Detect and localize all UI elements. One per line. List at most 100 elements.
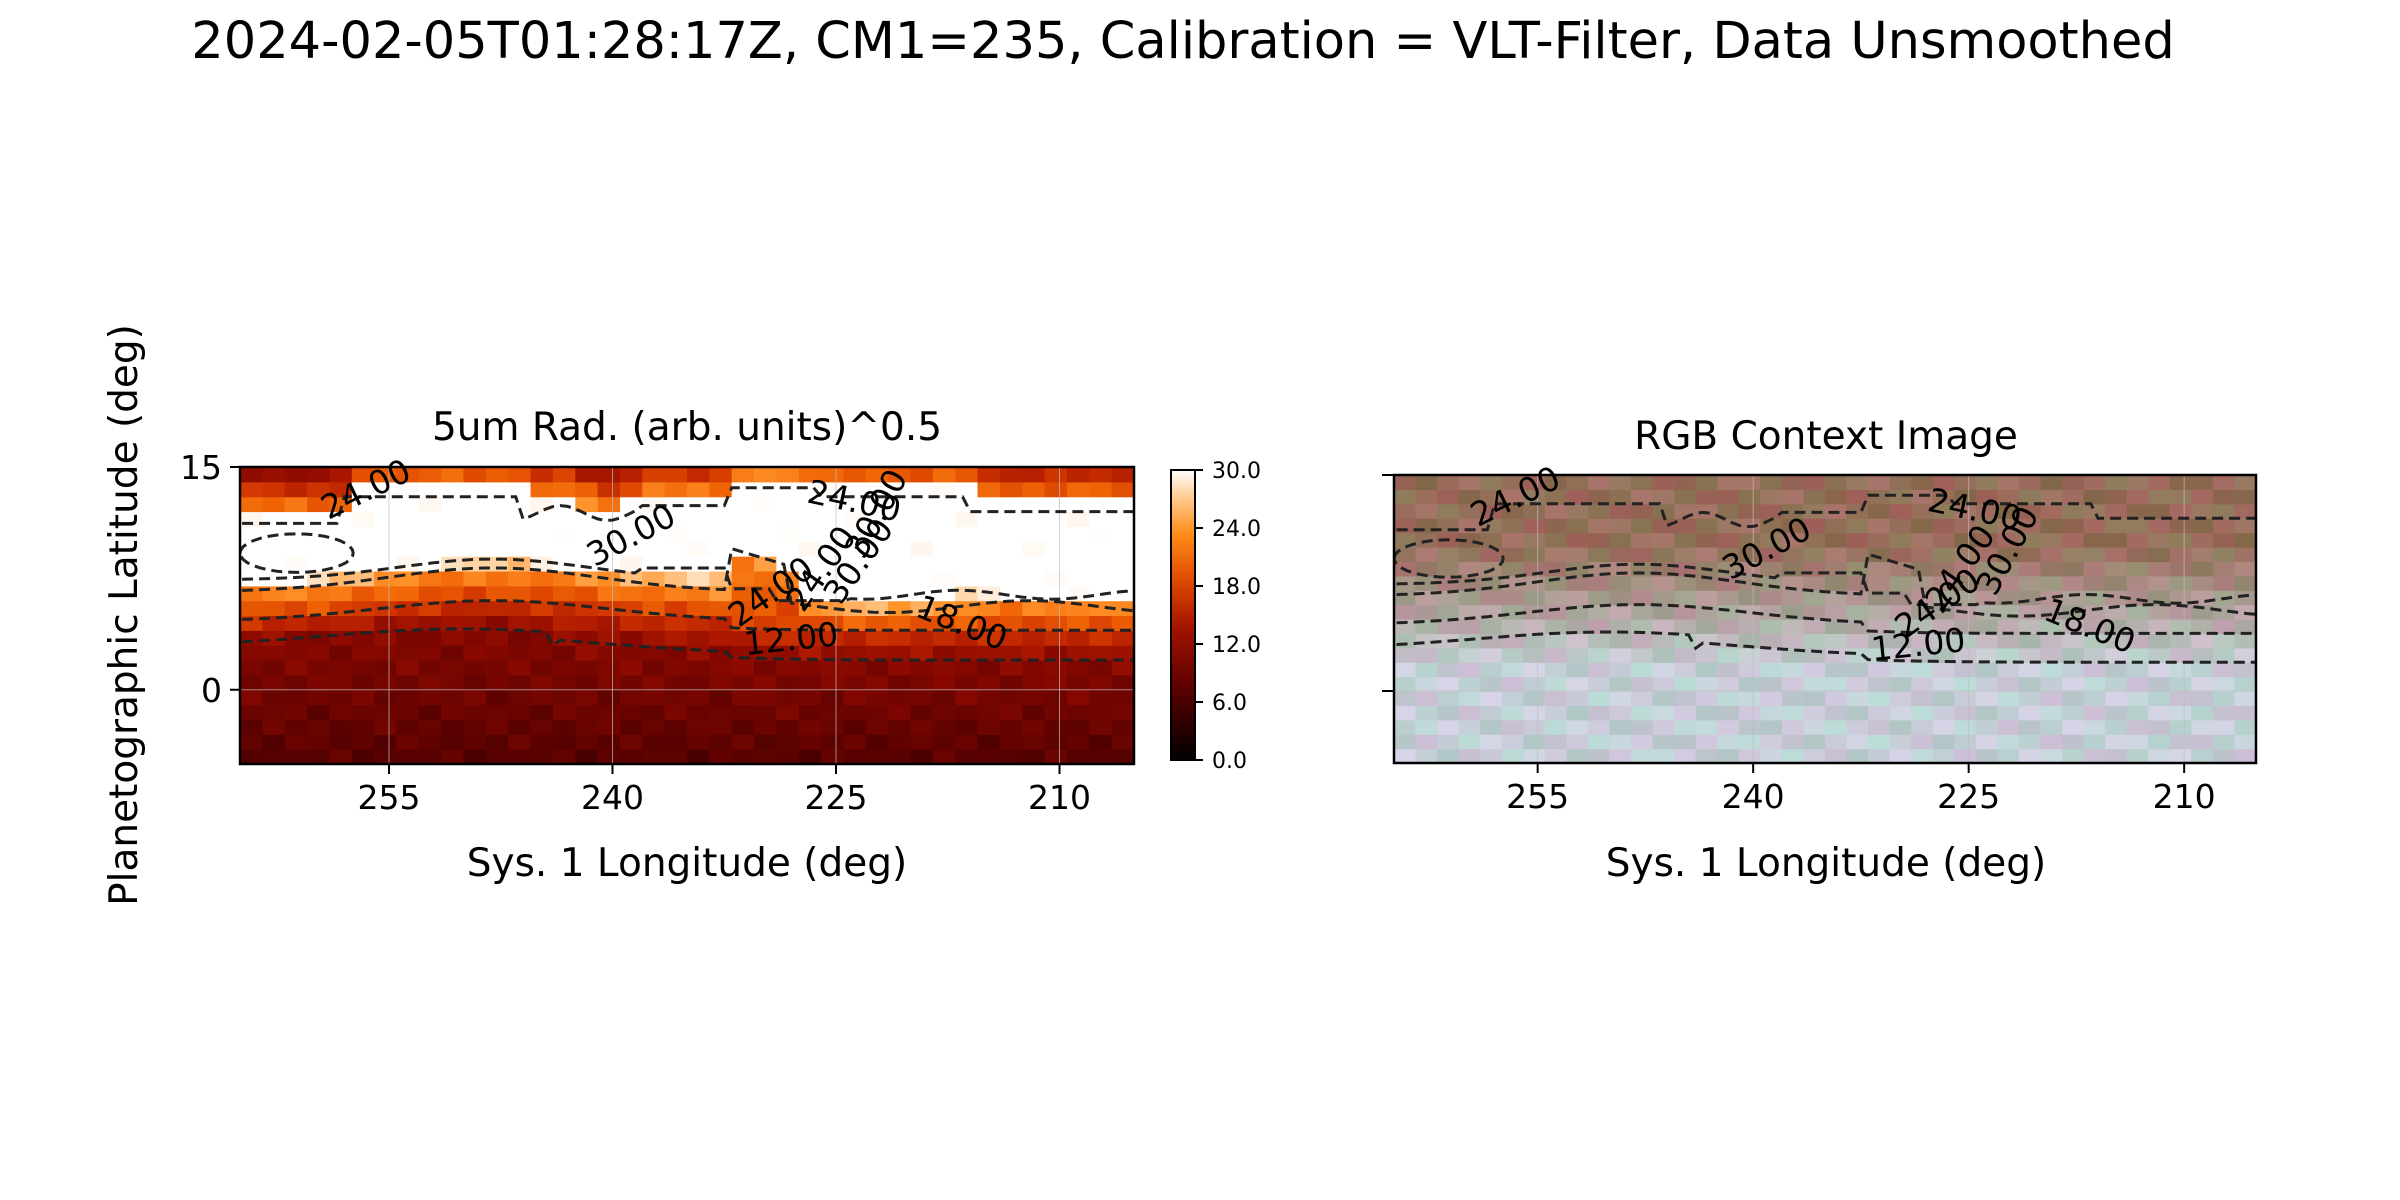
rgb-cell xyxy=(1566,719,1589,735)
radiance-cell xyxy=(687,541,710,557)
radiance-cell xyxy=(351,615,375,631)
rgb-cell xyxy=(1394,475,1417,490)
rgb-cell xyxy=(1501,691,1524,706)
radiance-cell xyxy=(485,541,509,557)
radiance-cell xyxy=(1111,541,1134,557)
rgb-cell xyxy=(2126,691,2149,706)
rgb-cell xyxy=(1803,705,1826,721)
radiance-cell xyxy=(955,511,979,527)
rgb-cell xyxy=(1846,475,1869,490)
rgb-cell xyxy=(1717,503,1740,519)
radiance-cell xyxy=(351,571,375,587)
rgb-cell xyxy=(1544,619,1567,634)
radiance-cell xyxy=(731,719,755,735)
radiance-cell xyxy=(888,511,912,527)
radiance-cell xyxy=(888,585,912,602)
radiance-cell xyxy=(932,719,956,735)
radiance-cell xyxy=(575,571,599,587)
rgb-cell xyxy=(1975,734,1998,750)
rgb-cell xyxy=(2018,475,2042,490)
radiance-cell xyxy=(687,615,710,631)
rgb-cell xyxy=(1717,647,1740,663)
radiance-cell xyxy=(1044,749,1068,764)
radiance-cell xyxy=(955,674,979,691)
rgb-cell xyxy=(1588,705,1611,721)
rgb-cell xyxy=(2169,662,2192,678)
radiance-cell xyxy=(441,704,465,720)
rgb-cell xyxy=(1975,647,1998,663)
rgb-cell xyxy=(2062,561,2085,577)
radiance-cell xyxy=(865,749,889,764)
rgb-cell xyxy=(1394,590,1417,606)
radiance-cell xyxy=(731,734,755,750)
radiance-cell xyxy=(776,645,800,661)
radiance-cell xyxy=(575,496,599,513)
radiance-cell xyxy=(597,615,621,631)
rgb-cell xyxy=(1954,748,1977,763)
rgb-cell xyxy=(2062,676,2085,692)
radiance-cell xyxy=(1022,481,1046,498)
radiance-cell xyxy=(955,734,979,750)
radiance-cell xyxy=(1111,734,1134,750)
rgb-cell xyxy=(1394,662,1417,678)
rgb-cell xyxy=(1437,647,1460,663)
rgb-cell xyxy=(1695,475,1718,490)
radiance-cell xyxy=(999,749,1023,764)
radiance-cell xyxy=(329,481,353,498)
contour-12 xyxy=(240,627,1134,662)
radiance-cell xyxy=(441,660,465,676)
radiance-cell xyxy=(262,571,286,587)
radiance-cell xyxy=(575,734,599,750)
radiance-cell xyxy=(1089,571,1113,587)
radiance-cell xyxy=(731,600,755,616)
rgb-cell xyxy=(1588,676,1611,692)
radiance-cell xyxy=(418,630,442,646)
rgb-cell xyxy=(1458,748,1481,763)
radiance-cell xyxy=(374,734,398,750)
rgb-cell xyxy=(1760,475,1783,490)
radiance-cell xyxy=(843,749,867,764)
radiance-cell xyxy=(977,496,1001,513)
radiance-cell xyxy=(418,481,442,498)
contour-24-upper xyxy=(240,486,1134,525)
radiance-cell xyxy=(485,600,509,616)
rgb-cell xyxy=(1975,748,1998,763)
radiance-cell xyxy=(865,630,889,646)
rgb-cell xyxy=(1523,662,1546,678)
radiance-cell xyxy=(284,600,308,616)
rgb-cell xyxy=(1458,734,1481,750)
radiance-cell xyxy=(1022,749,1046,764)
rgb-cell xyxy=(2040,647,2063,663)
radiance-cell xyxy=(1089,734,1113,750)
radiance-cell xyxy=(351,496,375,513)
radiance-cell xyxy=(843,511,867,527)
rgb-cell xyxy=(1566,619,1589,634)
radiance-cell xyxy=(1022,734,1046,750)
rgb-cell xyxy=(1437,719,1460,735)
radiance-cell xyxy=(307,630,331,646)
rgb-cell xyxy=(1394,647,1417,663)
rgb-cell xyxy=(1544,662,1567,678)
radiance-cell xyxy=(664,719,688,735)
radiance-cell xyxy=(977,704,1001,720)
rgb-cell xyxy=(1652,575,1675,591)
radiance-cell xyxy=(508,571,532,587)
radiance-cell xyxy=(396,467,420,483)
rgb-cell xyxy=(1652,734,1675,750)
radiance-cell xyxy=(396,481,420,498)
radiance-cell xyxy=(329,467,353,483)
rgb-cell xyxy=(2212,532,2236,548)
rgb-cell xyxy=(1889,475,1912,490)
rgb-cell xyxy=(1544,604,1567,620)
radiance-cell xyxy=(798,749,822,764)
rgb-cell xyxy=(2062,604,2085,620)
rgb-cell xyxy=(1588,633,1611,649)
radiance-cell xyxy=(999,615,1023,631)
rgb-cell xyxy=(1695,748,1718,763)
rgb-cell xyxy=(1458,705,1481,721)
rgb-cell xyxy=(1501,662,1524,678)
rgb-cell xyxy=(1997,518,2020,534)
radiance-cell xyxy=(620,674,643,691)
rgb-cell xyxy=(1566,561,1589,577)
radiance-cell xyxy=(508,600,532,616)
